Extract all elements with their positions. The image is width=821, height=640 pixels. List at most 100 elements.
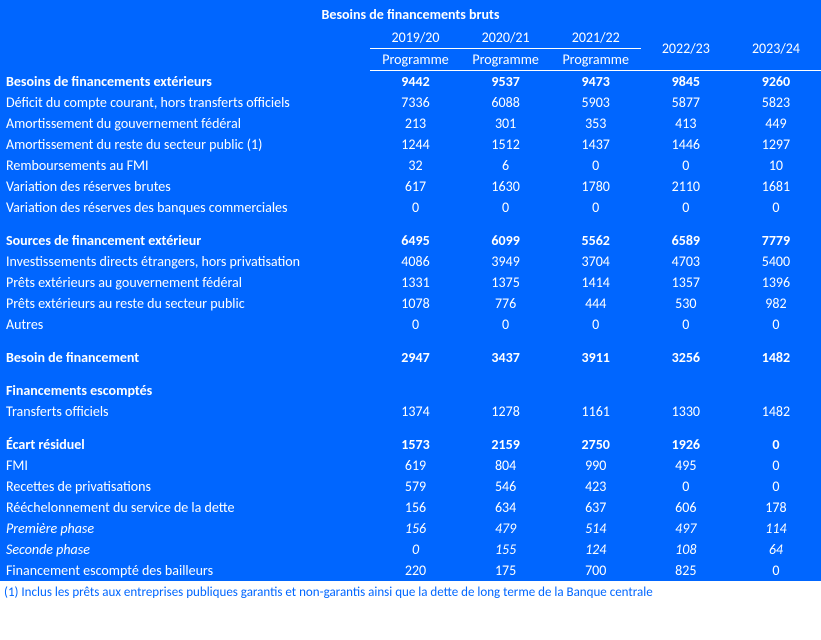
cell-value: 0	[551, 314, 641, 335]
cell-value: 175	[461, 560, 551, 581]
cell-value: 3256	[641, 347, 731, 368]
row-label: Amortissement du reste du secteur public…	[0, 134, 370, 155]
table-row: FMI6198049904950	[0, 455, 821, 476]
table-row: Financements escomptés	[0, 380, 821, 401]
table-row: Remboursements au FMI3260010	[0, 155, 821, 176]
cell-value: 5877	[641, 92, 731, 113]
cell-value: 5903	[551, 92, 641, 113]
data-table: Besoins de financements bruts 2019/20 20…	[0, 0, 821, 581]
row-label: Première phase	[0, 518, 370, 539]
cell-value: 776	[461, 293, 551, 314]
table-row: Financement escompté des bailleurs220175…	[0, 560, 821, 581]
cell-value: 1375	[461, 272, 551, 293]
cell-value: 301	[461, 113, 551, 134]
cell-value: 0	[370, 539, 460, 560]
cell-value	[461, 380, 551, 401]
row-label: FMI	[0, 455, 370, 476]
table-row: Amortissement du reste du secteur public…	[0, 134, 821, 155]
cell-value: 4703	[641, 251, 731, 272]
cell-value: 1161	[551, 401, 641, 422]
header-empty	[0, 27, 370, 49]
table-row: Déficit du compte courant, hors transfer…	[0, 92, 821, 113]
cell-value: 1630	[461, 176, 551, 197]
cell-value: 423	[551, 476, 641, 497]
cell-value: 449	[731, 113, 821, 134]
table-row: Transferts officiels13741278116113301482	[0, 401, 821, 422]
cell-value: 7779	[731, 230, 821, 251]
cell-value: 634	[461, 497, 551, 518]
col-header: 2022/23	[641, 27, 731, 71]
row-label: Recettes de privatisations	[0, 476, 370, 497]
table-row: Recettes de privatisations57954642300	[0, 476, 821, 497]
table-row: Investissements directs étrangers, hors …	[0, 251, 821, 272]
col-header: 2021/22	[551, 27, 641, 49]
cell-value	[551, 380, 641, 401]
table-row: Première phase156479514497114	[0, 518, 821, 539]
cell-value: 1681	[731, 176, 821, 197]
cell-value: 124	[551, 539, 641, 560]
cell-value: 637	[551, 497, 641, 518]
cell-value	[731, 380, 821, 401]
row-label: Besoin de financement	[0, 347, 370, 368]
row-label: Rééchelonnement du service de la dette	[0, 497, 370, 518]
cell-value: 413	[641, 113, 731, 134]
cell-value: 5562	[551, 230, 641, 251]
cell-value: 0	[551, 197, 641, 218]
cell-value	[641, 380, 731, 401]
cell-value: 0	[370, 314, 460, 335]
cell-value: 1573	[370, 434, 460, 455]
row-label: Variation des réserves brutes	[0, 176, 370, 197]
row-label: Besoins de financements extérieurs	[0, 71, 370, 93]
row-label: Financements escomptés	[0, 380, 370, 401]
spacer-row	[0, 422, 821, 434]
cell-value: 9473	[551, 71, 641, 93]
cell-value: 619	[370, 455, 460, 476]
row-label: Transferts officiels	[0, 401, 370, 422]
cell-value: 617	[370, 176, 460, 197]
table-title: Besoins de financements bruts	[0, 0, 821, 27]
cell-value: 1482	[731, 347, 821, 368]
cell-value: 10	[731, 155, 821, 176]
cell-value: 6088	[461, 92, 551, 113]
cell-value: 1446	[641, 134, 731, 155]
cell-value: 156	[370, 497, 460, 518]
table-row: Besoins de financements extérieurs944295…	[0, 71, 821, 93]
table-row: Autres00000	[0, 314, 821, 335]
table-row: Prêts extérieurs au reste du secteur pub…	[0, 293, 821, 314]
cell-value: 3437	[461, 347, 551, 368]
cell-value: 1357	[641, 272, 731, 293]
table-row: Seconde phase015512410864	[0, 539, 821, 560]
cell-value: 514	[551, 518, 641, 539]
row-label: Écart résiduel	[0, 434, 370, 455]
cell-value: 1512	[461, 134, 551, 155]
cell-value: 114	[731, 518, 821, 539]
cell-value: 1374	[370, 401, 460, 422]
cell-value: 606	[641, 497, 731, 518]
cell-value: 497	[641, 518, 731, 539]
cell-value: 0	[370, 197, 460, 218]
row-label: Sources de financement extérieur	[0, 230, 370, 251]
cell-value: 156	[370, 518, 460, 539]
cell-value: 3949	[461, 251, 551, 272]
cell-value: 2750	[551, 434, 641, 455]
cell-value: 1437	[551, 134, 641, 155]
cell-value: 495	[641, 455, 731, 476]
col-subheader: Programme	[370, 49, 460, 71]
spacer-row	[0, 368, 821, 380]
cell-value: 1331	[370, 272, 460, 293]
cell-value: 530	[641, 293, 731, 314]
cell-value: 0	[731, 314, 821, 335]
cell-value: 353	[551, 113, 641, 134]
cell-value: 6495	[370, 230, 460, 251]
table-row: Variation des réserves brutes61716301780…	[0, 176, 821, 197]
cell-value: 7336	[370, 92, 460, 113]
cell-value: 804	[461, 455, 551, 476]
cell-value: 9260	[731, 71, 821, 93]
row-label: Seconde phase	[0, 539, 370, 560]
row-label: Variation des réserves des banques comme…	[0, 197, 370, 218]
financing-needs-table: Besoins de financements bruts 2019/20 20…	[0, 0, 821, 581]
cell-value: 982	[731, 293, 821, 314]
table-row: Écart résiduel15732159275019260	[0, 434, 821, 455]
table-row: Rééchelonnement du service de la dette15…	[0, 497, 821, 518]
cell-value: 32	[370, 155, 460, 176]
